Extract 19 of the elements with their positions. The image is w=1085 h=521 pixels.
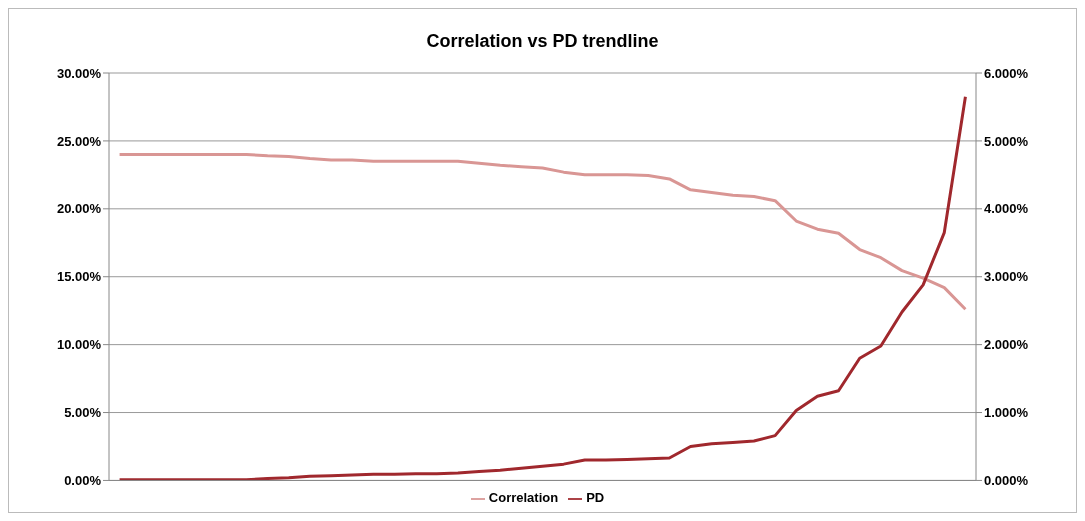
legend-label: Correlation: [488, 490, 559, 506]
y2-tick-label: 0.000%: [984, 473, 1029, 489]
y-tick-label: 20.00%: [56, 201, 102, 217]
chart-title: Correlation vs PD trendline: [425, 31, 660, 53]
y2-tick-label: 2.000%: [984, 337, 1029, 353]
y2-tick-label: 4.000%: [984, 201, 1029, 217]
y2-tick-label: 1.000%: [984, 405, 1029, 421]
line-series: [118, 95, 967, 481]
legend-label: PD: [586, 490, 605, 506]
y2-tick-label: 5.000%: [984, 133, 1029, 149]
line-series: [118, 152, 967, 311]
y2-tick-label: 3.000%: [984, 269, 1029, 285]
y-tick-label: 25.00%: [56, 133, 102, 149]
y-tick-label: 30.00%: [56, 65, 102, 81]
y-tick-label: 0.00%: [64, 473, 102, 489]
y-tick-label: 10.00%: [56, 337, 102, 353]
y-tick-label: 15.00%: [56, 269, 102, 285]
y2-tick-label: 6.000%: [984, 65, 1029, 81]
y-tick-label: 5.00%: [64, 405, 102, 421]
